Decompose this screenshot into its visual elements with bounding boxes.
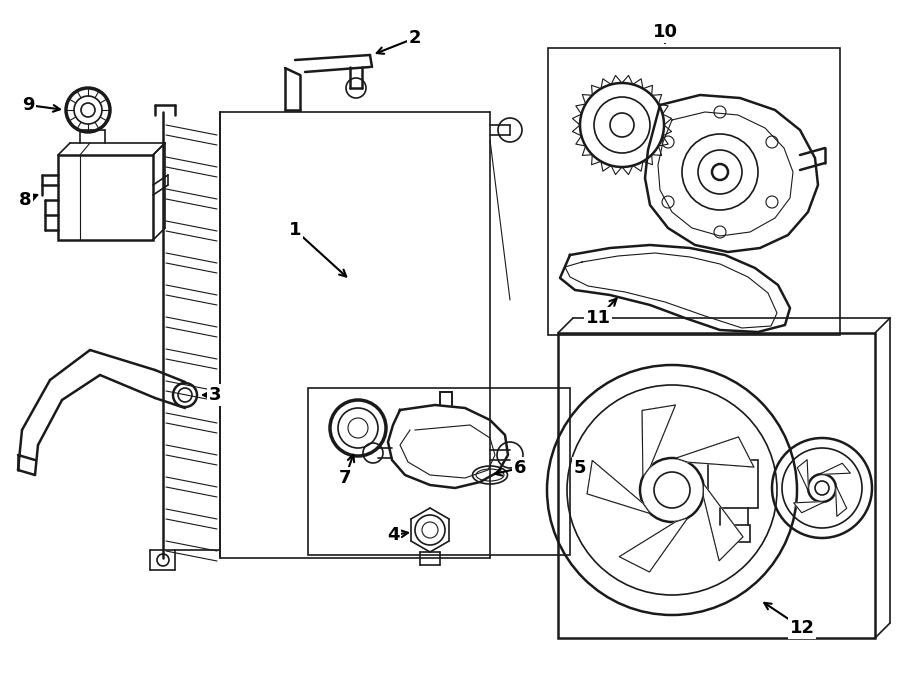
Text: 10: 10: [652, 23, 678, 41]
Text: 4: 4: [387, 526, 400, 544]
Text: 5: 5: [574, 459, 586, 477]
Polygon shape: [794, 501, 824, 513]
Bar: [558, 333, 875, 638]
Text: 1: 1: [289, 221, 302, 239]
Text: 7: 7: [338, 469, 351, 487]
Text: 6: 6: [514, 459, 526, 477]
Polygon shape: [642, 405, 675, 476]
Polygon shape: [819, 463, 850, 474]
Polygon shape: [797, 460, 808, 491]
Bar: [708, 460, 758, 508]
Bar: [58, 155, 153, 240]
Text: 11: 11: [586, 309, 610, 327]
Polygon shape: [704, 484, 743, 561]
Polygon shape: [619, 518, 688, 572]
Text: 2: 2: [409, 29, 421, 47]
Text: 8: 8: [19, 191, 32, 209]
Bar: [548, 48, 840, 335]
Polygon shape: [836, 485, 847, 516]
Text: 9: 9: [22, 96, 34, 114]
Polygon shape: [587, 460, 651, 513]
Text: 3: 3: [209, 386, 221, 404]
Text: 12: 12: [789, 619, 814, 637]
Polygon shape: [676, 437, 754, 467]
Bar: [718, 525, 750, 542]
Bar: [308, 388, 570, 555]
